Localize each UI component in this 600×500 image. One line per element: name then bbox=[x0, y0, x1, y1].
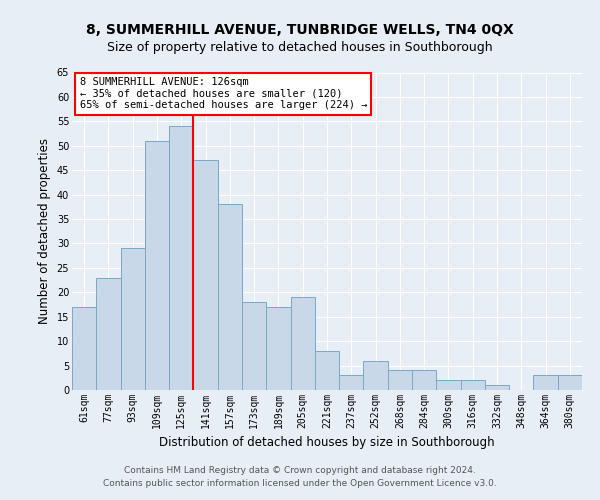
Bar bbox=[193, 160, 218, 390]
Bar bbox=[72, 307, 96, 390]
Bar bbox=[533, 376, 558, 390]
Bar bbox=[339, 376, 364, 390]
Bar bbox=[266, 307, 290, 390]
Bar bbox=[290, 297, 315, 390]
Bar bbox=[145, 141, 169, 390]
Bar bbox=[558, 376, 582, 390]
Bar bbox=[242, 302, 266, 390]
Bar bbox=[121, 248, 145, 390]
Bar bbox=[169, 126, 193, 390]
Y-axis label: Number of detached properties: Number of detached properties bbox=[38, 138, 51, 324]
Text: 8 SUMMERHILL AVENUE: 126sqm
← 35% of detached houses are smaller (120)
65% of se: 8 SUMMERHILL AVENUE: 126sqm ← 35% of det… bbox=[80, 78, 367, 110]
Bar bbox=[218, 204, 242, 390]
Text: 8, SUMMERHILL AVENUE, TUNBRIDGE WELLS, TN4 0QX: 8, SUMMERHILL AVENUE, TUNBRIDGE WELLS, T… bbox=[86, 22, 514, 36]
Bar bbox=[364, 360, 388, 390]
Text: Size of property relative to detached houses in Southborough: Size of property relative to detached ho… bbox=[107, 41, 493, 54]
Bar bbox=[388, 370, 412, 390]
Bar bbox=[461, 380, 485, 390]
Bar bbox=[315, 351, 339, 390]
X-axis label: Distribution of detached houses by size in Southborough: Distribution of detached houses by size … bbox=[159, 436, 495, 450]
Bar bbox=[412, 370, 436, 390]
Text: Contains HM Land Registry data © Crown copyright and database right 2024.
Contai: Contains HM Land Registry data © Crown c… bbox=[103, 466, 497, 487]
Bar bbox=[96, 278, 121, 390]
Bar bbox=[485, 385, 509, 390]
Bar bbox=[436, 380, 461, 390]
